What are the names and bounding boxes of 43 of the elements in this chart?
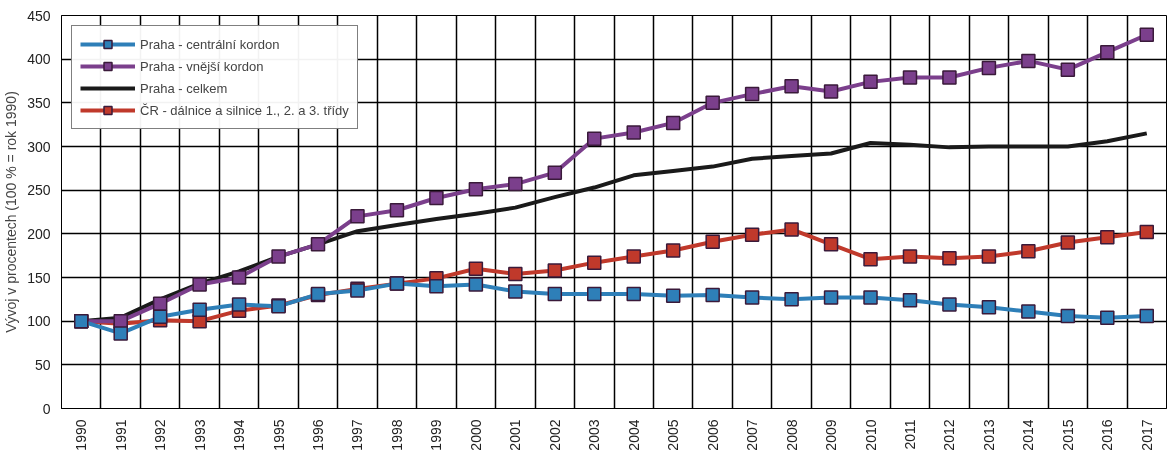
y-tick-label: 350 (27, 94, 51, 111)
x-tick-label: 2015 (1059, 419, 1076, 451)
legend-label: Praha - vnější kordon (140, 58, 264, 74)
x-tick-label: 2009 (823, 419, 840, 451)
y-tick-label: 50 (34, 356, 51, 373)
x-tick-label: 1996 (310, 419, 327, 451)
x-tick-label: 1990 (73, 419, 90, 451)
y-tick-label: 250 (27, 182, 51, 199)
x-tick-label: 2003 (586, 419, 603, 451)
x-tick-label: 2004 (625, 419, 642, 451)
x-tick-label: 1992 (152, 419, 169, 451)
x-tick-label: 2002 (546, 419, 563, 451)
x-tick-label: 2010 (862, 419, 879, 451)
y-tick-label: 100 (27, 313, 51, 330)
legend-label: ČR - dálnice a silnice 1., 2. a 3. třídy (140, 102, 349, 118)
x-tick-label: 2006 (704, 419, 721, 451)
y-tick-label: 450 (27, 7, 51, 24)
x-tick-label: 2011 (901, 419, 918, 450)
y-tick-label: 200 (27, 225, 51, 242)
legend-label: Praha - centrální kordon (140, 36, 280, 52)
x-tick-label: 1991 (112, 419, 129, 451)
x-tick-label: 2016 (1099, 419, 1116, 451)
x-tick-label: 2012 (941, 419, 958, 451)
x-tick-label: 1999 (428, 419, 445, 451)
y-tick-label: 150 (27, 269, 51, 286)
x-tick-label: 1997 (349, 419, 366, 451)
x-tick-label: 2008 (783, 419, 800, 451)
x-tick-label: 1998 (388, 419, 405, 451)
x-tick-label: 1995 (270, 419, 287, 451)
y-tick-label: 0 (42, 400, 51, 417)
x-tick-label: 2017 (1138, 419, 1155, 451)
x-tick-label: 2013 (980, 419, 997, 451)
y-axis-title: Vývoj v procentech (100 % = rok 1990) (3, 91, 20, 333)
x-tick-label: 2014 (1020, 419, 1037, 451)
legend-label: Praha - celkem (140, 80, 228, 96)
x-tick-label: 1993 (191, 419, 208, 451)
x-tick-label: 2007 (744, 419, 761, 451)
x-tick-label: 2005 (665, 419, 682, 451)
y-tick-label: 400 (27, 51, 51, 68)
x-tick-label: 2000 (467, 419, 484, 451)
x-tick-label: 1994 (231, 419, 248, 451)
y-tick-label: 300 (27, 138, 51, 155)
x-tick-label: 2001 (507, 419, 524, 451)
